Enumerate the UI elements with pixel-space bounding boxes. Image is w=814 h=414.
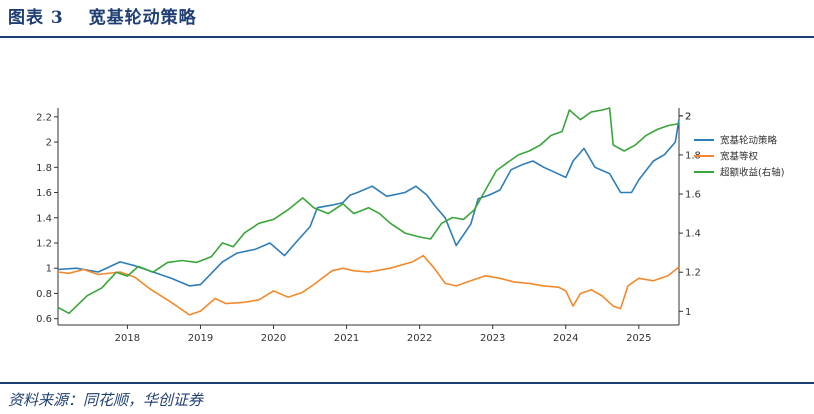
series-line-excess: [57, 107, 680, 315]
title-rule: [0, 36, 814, 38]
right-axis-tick-label: 1.4: [685, 229, 701, 240]
chart-series-layer: [57, 107, 680, 316]
left-axis-tick-label: 1.2: [36, 238, 52, 249]
left-axis-tick-label: 2: [46, 138, 52, 149]
x-axis-tick-label: 2018: [115, 333, 140, 344]
left-axis-tick-label: 0.8: [36, 289, 52, 300]
right-axis-tick-label: 1.8: [685, 150, 701, 161]
chart-axes: 0.60.811.21.41.61.822.211.21.41.61.82220…: [36, 108, 701, 344]
figure-title: 图表 3 宽基轮动策略: [8, 8, 197, 28]
x-axis-tick-label: 2022: [407, 333, 432, 344]
right-axis-tick-label: 1.6: [685, 190, 701, 201]
left-axis-tick-label: 0.6: [36, 314, 52, 325]
x-axis-tick-label: 2025: [626, 333, 651, 344]
left-axis-tick-label: 2.2: [36, 112, 52, 123]
legend-label-strategy: 宽基轮动策略: [720, 135, 778, 147]
legend-label-excess: 超额收益(右轴): [720, 167, 784, 179]
left-axis-tick-label: 1: [46, 264, 52, 275]
right-axis-tick-label: 1: [685, 307, 691, 318]
left-axis-tick-label: 1.8: [36, 163, 52, 174]
x-axis-tick-label: 2023: [480, 333, 505, 344]
right-axis-tick-label: 1.2: [685, 268, 701, 279]
right-axis-tick-label: 2: [685, 111, 691, 122]
left-axis-tick-label: 1.4: [36, 213, 52, 224]
series-line-strategy: [57, 119, 680, 287]
series-line-equal_weight: [57, 254, 680, 316]
source-note: 资料来源：同花顺，华创证券: [8, 391, 204, 409]
legend-label-equal_weight: 宽基等权: [720, 151, 759, 163]
source-rule: [0, 382, 814, 384]
x-axis-tick-label: 2019: [188, 333, 213, 344]
right-axis-tick-label: 2: [685, 111, 691, 122]
x-axis-tick-label: 2024: [553, 333, 578, 344]
left-axis-tick-label: 1.6: [36, 188, 52, 199]
x-axis-tick-label: 2020: [261, 333, 286, 344]
x-axis-tick-label: 2021: [334, 333, 359, 344]
